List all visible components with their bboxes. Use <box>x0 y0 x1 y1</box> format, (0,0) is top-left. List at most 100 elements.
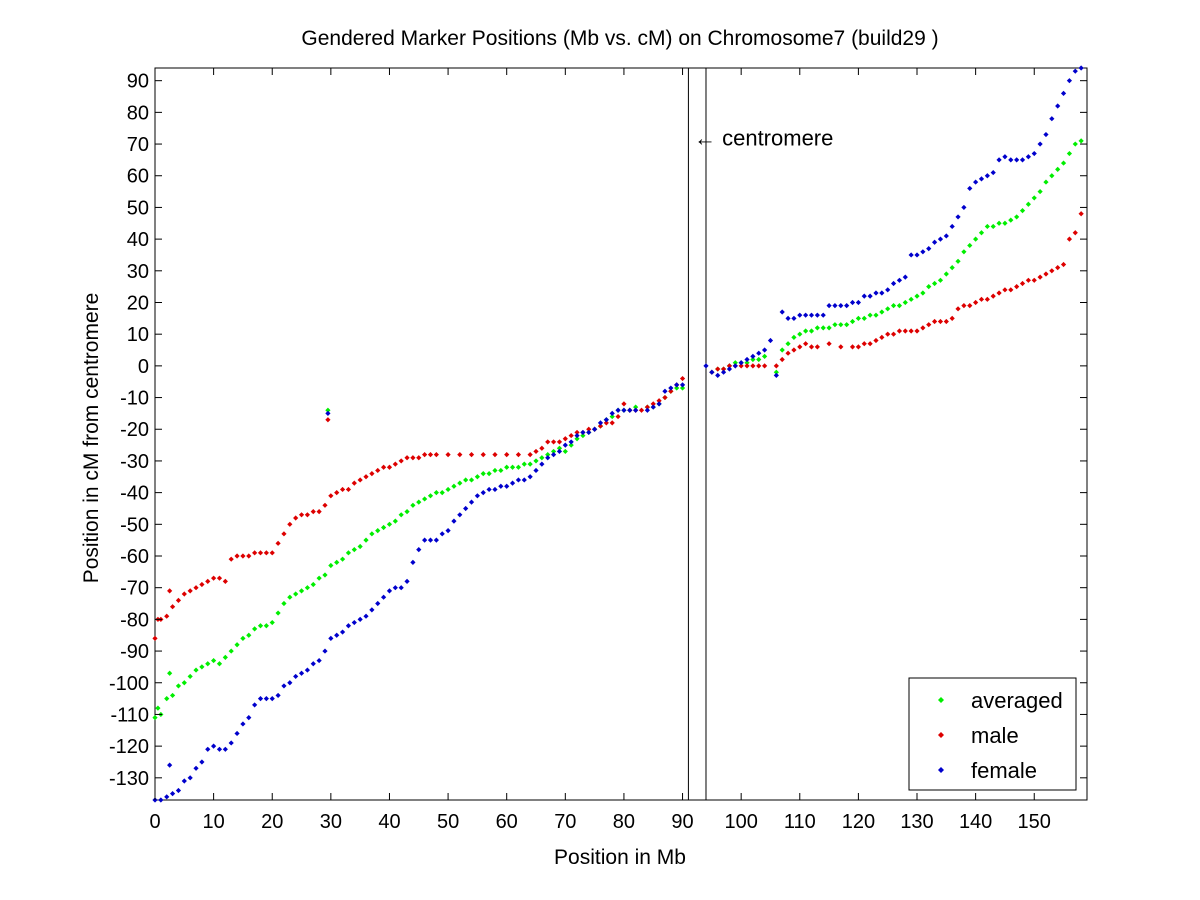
data-point-averaged <box>222 654 228 661</box>
data-point-female <box>937 236 944 242</box>
data-point-female <box>890 280 897 287</box>
data-point-female <box>656 401 662 407</box>
data-point-averaged <box>310 581 316 588</box>
data-point-female <box>902 274 908 280</box>
data-point-male <box>621 401 627 407</box>
data-point-male <box>814 344 820 350</box>
data-point-male <box>216 575 223 581</box>
data-point-averaged <box>515 464 522 470</box>
data-point-female <box>451 518 457 524</box>
data-point-male <box>855 344 861 350</box>
data-point-female <box>228 740 234 746</box>
y-tick-label: 80 <box>127 102 149 124</box>
data-point-female <box>896 277 903 283</box>
data-point-female <box>568 439 574 445</box>
data-point-female <box>158 797 164 803</box>
data-point-averaged <box>967 242 973 249</box>
data-point-averaged <box>504 464 510 470</box>
legend-marker-averaged <box>938 697 944 703</box>
data-point-male <box>1043 271 1049 277</box>
data-point-male <box>222 578 228 584</box>
data-point-female <box>392 585 398 591</box>
data-point-male <box>750 363 756 369</box>
data-point-female <box>480 490 486 496</box>
data-point-male <box>715 366 721 372</box>
data-point-female <box>855 299 861 306</box>
data-point-female <box>345 623 352 629</box>
data-point-male <box>427 451 434 458</box>
data-point-female <box>574 432 580 439</box>
data-point-female <box>169 791 176 797</box>
data-point-male <box>339 486 346 493</box>
data-point-male <box>890 331 897 337</box>
data-point-averaged <box>240 635 246 641</box>
x-tick-label: 80 <box>613 811 635 833</box>
data-point-female <box>703 363 709 369</box>
data-point-averaged <box>1002 220 1008 226</box>
data-point-averaged <box>955 258 961 264</box>
data-points <box>152 65 1084 803</box>
data-point-female <box>738 360 744 366</box>
data-point-male <box>650 401 656 407</box>
data-point-averaged <box>152 715 158 721</box>
data-point-female <box>257 695 264 702</box>
data-point-averaged <box>474 474 480 480</box>
data-point-male <box>1002 287 1008 293</box>
data-point-averaged <box>808 328 815 334</box>
data-point-averaged <box>1055 166 1061 173</box>
data-point-male <box>246 553 252 559</box>
y-tick-label: 70 <box>127 134 149 156</box>
data-point-female <box>222 746 228 752</box>
data-point-female <box>603 417 609 423</box>
data-point-averaged <box>492 467 498 474</box>
data-point-male <box>410 455 416 461</box>
data-point-male <box>826 341 832 347</box>
data-point-female <box>838 303 844 309</box>
data-point-averaged <box>463 477 469 483</box>
data-point-male <box>287 521 293 527</box>
data-point-female <box>715 372 721 378</box>
centromere-marker: ← centromere <box>687 68 833 800</box>
data-point-averaged <box>931 280 938 287</box>
data-point-averaged <box>1019 207 1026 214</box>
data-point-male <box>961 303 967 309</box>
data-point-averaged <box>398 512 404 518</box>
data-point-averaged <box>926 284 932 290</box>
x-tick-label: 100 <box>724 811 757 833</box>
data-point-averaged <box>468 477 475 483</box>
y-tick-label: -90 <box>120 641 149 663</box>
data-point-male <box>468 451 475 458</box>
data-point-male <box>1072 230 1078 236</box>
data-point-male <box>943 318 949 325</box>
data-point-female <box>797 312 803 318</box>
data-point-female <box>474 493 480 499</box>
data-point-averaged <box>363 537 369 543</box>
data-point-averaged <box>410 502 416 508</box>
data-point-averaged <box>973 236 979 242</box>
data-point-female <box>328 635 334 641</box>
data-point-male <box>293 515 299 521</box>
data-point-male <box>422 451 428 458</box>
data-point-male <box>779 356 785 363</box>
y-tick-label: -100 <box>109 673 149 695</box>
data-point-averaged <box>803 328 809 334</box>
data-point-averaged <box>633 404 639 410</box>
data-point-female <box>468 499 475 505</box>
data-point-averaged <box>1072 141 1078 147</box>
data-point-male <box>234 553 240 559</box>
data-point-female <box>644 407 650 413</box>
data-point-averaged <box>961 249 967 255</box>
data-point-male <box>316 509 322 515</box>
data-point-male <box>334 490 340 496</box>
data-point-male <box>492 451 498 458</box>
data-point-male <box>550 439 557 445</box>
data-point-female <box>556 448 563 455</box>
data-point-male <box>193 585 199 591</box>
data-point-averaged <box>263 623 269 629</box>
data-point-female <box>175 787 182 794</box>
data-point-female <box>803 312 809 318</box>
data-point-female <box>381 594 387 600</box>
data-point-female <box>263 695 269 702</box>
data-point-averaged <box>281 600 287 607</box>
